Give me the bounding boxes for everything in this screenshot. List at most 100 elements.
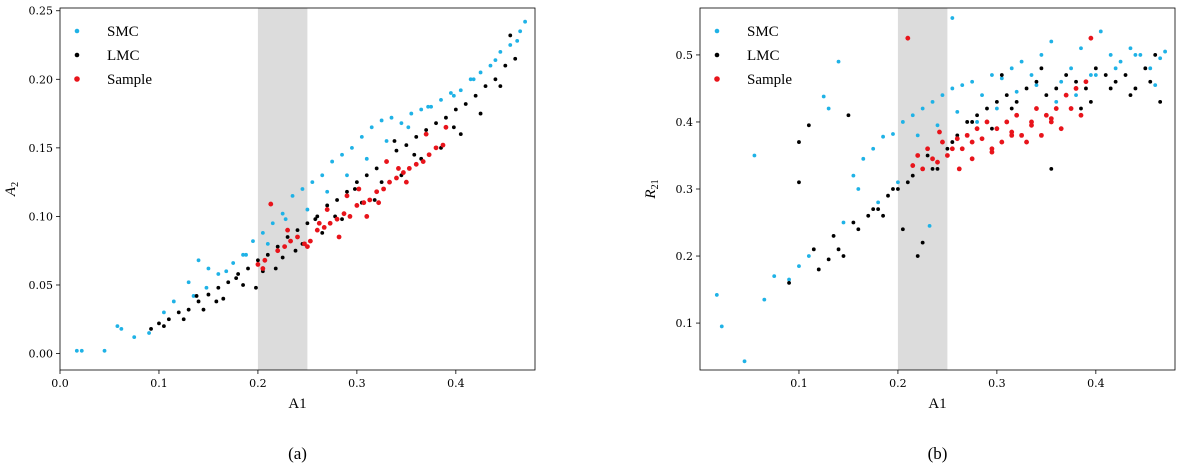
lmc-point-b — [985, 106, 989, 111]
smc-point-b — [1034, 83, 1039, 87]
sample-point-b — [1019, 132, 1025, 138]
smc-point-a — [251, 239, 255, 244]
smc-point-b — [1108, 53, 1113, 57]
lmc-point-a — [273, 266, 278, 271]
smc-point-a — [241, 252, 245, 257]
smc-point-a — [523, 19, 527, 24]
sample-point-b — [1043, 112, 1049, 118]
smc-point-a — [419, 107, 424, 112]
sample-point-b — [940, 139, 945, 145]
shaded-band-a — [257, 8, 308, 370]
lmc-point-a — [372, 198, 377, 202]
smc-point-b — [1138, 53, 1143, 57]
lmc-point-b — [816, 267, 821, 272]
sample-point-a — [384, 159, 389, 164]
smc-point-a — [389, 115, 394, 120]
smc-point-b — [1093, 73, 1098, 77]
scatter-points-b — [714, 16, 1167, 364]
sample-point-b — [1048, 119, 1054, 125]
sample-point-a — [364, 214, 370, 219]
smc-point-a — [270, 221, 275, 226]
sample-point-b — [974, 126, 980, 132]
smc-point-b — [1019, 59, 1024, 64]
x-tick-labels-b: 0.1 0.2 0.3 0.4 — [790, 377, 1104, 390]
sample-point-b — [1068, 106, 1074, 111]
lmc-point-a — [194, 294, 199, 298]
smc-point-b — [1118, 59, 1123, 64]
lmc-point-b — [826, 257, 831, 262]
sample-point-a — [268, 201, 274, 207]
smc-point-a — [147, 331, 151, 335]
smc-point-a — [265, 241, 270, 246]
lmc-point-a — [295, 228, 300, 233]
sample-point-b — [1009, 132, 1015, 138]
sample-point-b — [920, 166, 926, 172]
sample-point-a — [400, 170, 406, 175]
lmc-point-a — [176, 310, 181, 315]
sample-point-a — [387, 179, 392, 185]
sample-point-b — [935, 159, 940, 165]
smc-point-b — [1163, 49, 1167, 54]
lmc-point-a — [374, 166, 379, 171]
lmc-point-b — [797, 180, 801, 185]
lmc-point-a — [498, 84, 503, 89]
lmc-point-b — [811, 247, 816, 252]
y-tick-label-a: 0.20 — [29, 73, 54, 86]
lmc-point-b — [1148, 79, 1153, 84]
smc-point-a — [171, 299, 176, 304]
smc-point-b — [876, 200, 881, 205]
smc-point-a — [518, 29, 523, 34]
sample-point-b — [925, 146, 930, 152]
lmc-point-b — [1034, 79, 1039, 84]
smc-point-b — [1074, 93, 1078, 98]
smc-point-b — [994, 106, 999, 111]
smc-point-b — [920, 106, 925, 111]
smc-point-b — [891, 132, 895, 136]
lmc-point-b — [1044, 93, 1049, 98]
sample-point-a — [361, 200, 367, 206]
sample-point-b — [984, 119, 990, 125]
lmc-point-b — [1054, 86, 1059, 91]
sample-point-b — [979, 136, 985, 142]
smc-point-b — [1029, 73, 1034, 77]
smc-point-b — [806, 254, 811, 258]
smc-point-b — [719, 324, 724, 329]
smc-point-b — [787, 277, 791, 282]
lmc-point-b — [1084, 86, 1088, 91]
lmc-point-b — [930, 166, 935, 171]
smc-point-a — [283, 217, 288, 222]
lmc-point-b — [1024, 86, 1029, 91]
y-tick-label-a: 0.05 — [29, 279, 54, 292]
smc-point-b — [1088, 73, 1093, 77]
lmc-point-a — [186, 307, 191, 312]
sample-point-a — [426, 152, 432, 158]
lmc-point-a — [181, 317, 186, 322]
lmc-point-b — [846, 113, 851, 118]
lmc-point-b — [920, 240, 925, 245]
lmc-point-b — [965, 120, 970, 124]
lmc-point-b — [876, 207, 881, 212]
sample-point-a — [403, 179, 409, 185]
sample-point-b — [1088, 35, 1094, 41]
lmc-point-a — [221, 296, 226, 301]
smc-point-a — [364, 156, 369, 161]
smc-point-b — [950, 86, 955, 91]
lmc-point-b — [881, 213, 885, 218]
tick-marks-b — [696, 54, 1097, 374]
lmc-point-b — [866, 213, 871, 218]
lmc-point-a — [265, 252, 270, 257]
lmc-point-b — [856, 227, 861, 232]
sample-point-a — [376, 200, 382, 206]
lmc-point-a — [412, 152, 417, 157]
lmc-point-a — [354, 180, 359, 185]
sample-point-a — [354, 203, 360, 208]
smc-point-a — [478, 70, 483, 75]
lmc-point-a — [226, 280, 231, 285]
y-tick-label-b: 0.5 — [676, 49, 694, 62]
lmc-point-a — [453, 107, 458, 112]
lmc-point-a — [394, 148, 399, 153]
lmc-point-a — [162, 324, 166, 329]
lmc-point-a — [280, 255, 285, 260]
x-axis-label-a: A1 — [288, 396, 306, 412]
